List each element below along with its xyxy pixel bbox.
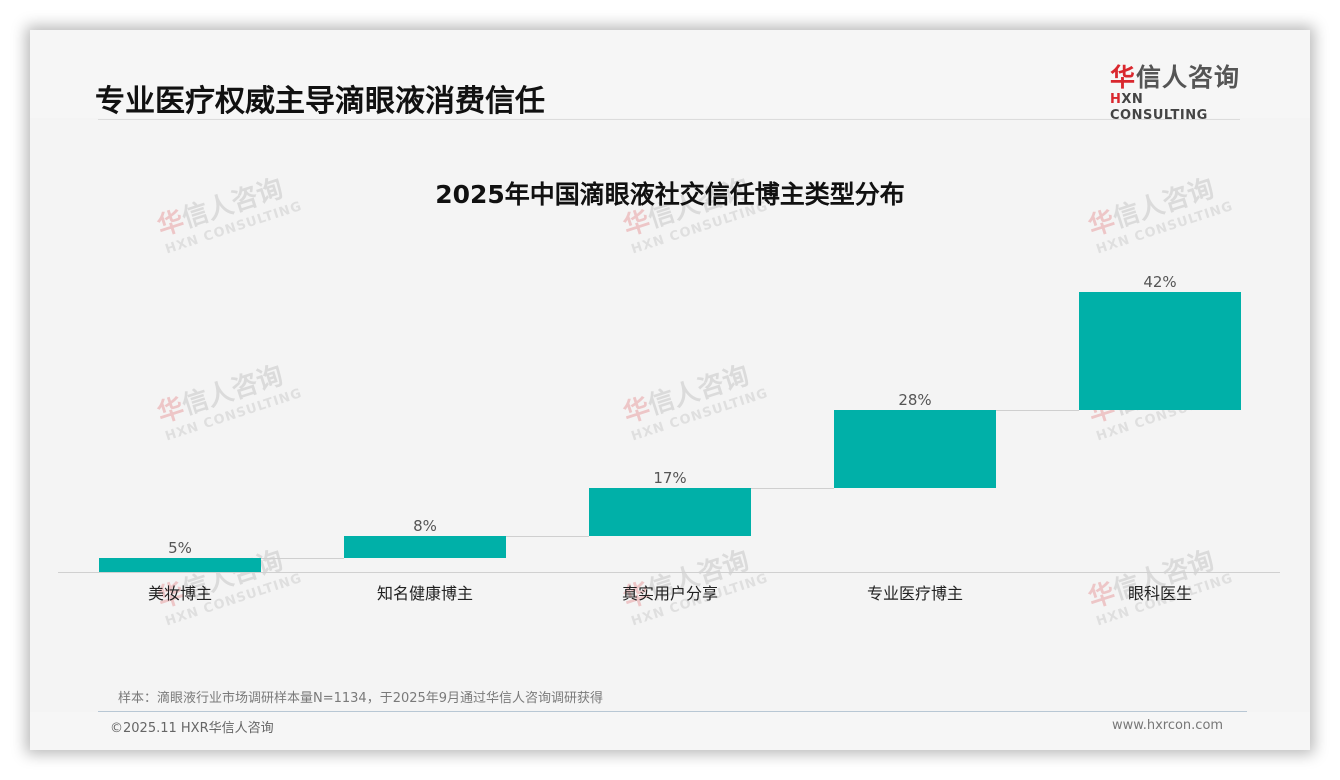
connector-line (506, 535, 589, 537)
bar (99, 558, 261, 572)
connector-line (751, 488, 834, 489)
brand-logo: 华信人咨询 HXN CONSULTING (1110, 64, 1245, 124)
x-axis-line (58, 572, 1280, 573)
category-label: 专业医疗博主 (866, 584, 963, 603)
copyright: ©2025.11 HXR华信人咨询 (110, 721, 274, 736)
bar-value-label: 17% (653, 469, 687, 487)
header-band (30, 30, 1310, 118)
logo-chinese: 华信人咨询 (1110, 63, 1241, 92)
footer-band (30, 712, 1310, 750)
category-label: 美妆博主 (147, 584, 212, 603)
bar-value-label: 5% (168, 539, 192, 557)
footer-divider (98, 711, 1247, 712)
bar (344, 535, 506, 558)
sample-note: 样本：滴眼液行业市场调研样本量N=1134，于2025年9月通过华信人咨询调研获… (118, 691, 604, 706)
connector-line (261, 558, 344, 559)
category-label: 眼科医生 (1127, 584, 1192, 603)
bar-value-label: 42% (1143, 273, 1177, 291)
category-label: 真实用户分享 (621, 584, 718, 603)
header-divider (98, 119, 1240, 120)
connector-line (996, 409, 1079, 411)
bar (834, 409, 996, 488)
page-title: 专业医疗权威主导滴眼液消费信任 (95, 84, 545, 119)
bar-value-label: 28% (898, 390, 932, 409)
bar-value-label: 8% (413, 516, 437, 535)
category-label: 知名健康博主 (376, 584, 473, 603)
bar (1079, 292, 1241, 410)
bar (589, 488, 751, 536)
chart-title: 2025年中国滴眼液社交信任博主类型分布 (435, 180, 905, 209)
slide: 专业医疗权威主导滴眼液消费信任 华信人咨询 HXN CONSULTING 华信人… (30, 30, 1310, 750)
logo-english: HXN CONSULTING (1110, 92, 1208, 123)
website-link: www.hxrcon.com (1112, 718, 1224, 733)
